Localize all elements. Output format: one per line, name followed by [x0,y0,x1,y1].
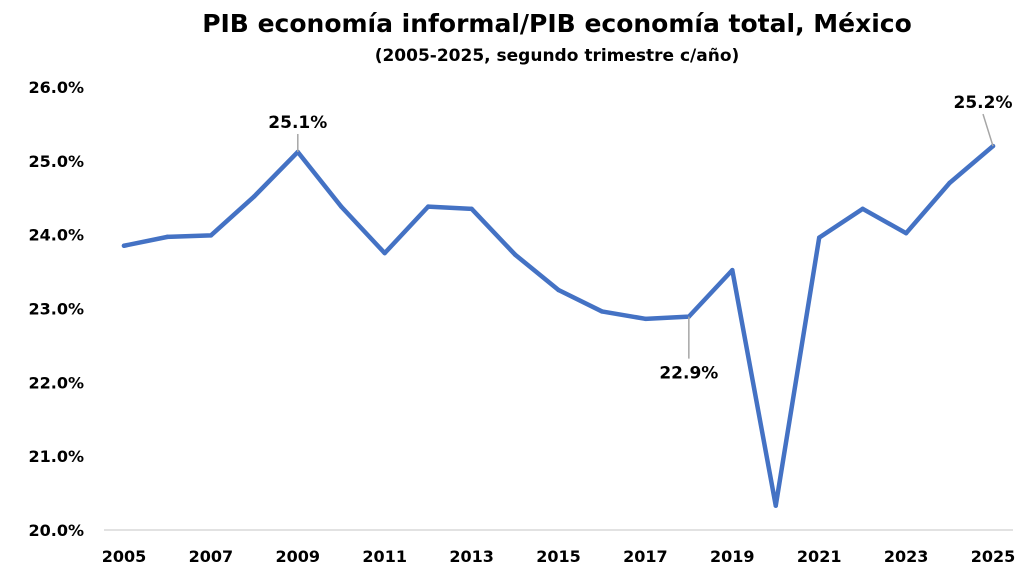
data-point [643,316,648,322]
series-line [121,143,996,508]
data-point [208,233,214,238]
data-point [730,267,735,273]
data-point [817,235,822,240]
y-axis: 20.0% 21.0% 22.0% 23.0% 24.0% 25.0% 26.0% [28,78,84,540]
data-point [121,243,127,248]
x-axis: 2005 2007 2009 2011 2013 2015 2017 2019 2021 2023… [102,529,1016,566]
x-tick-label: 2011 [362,547,407,566]
data-point [903,230,909,236]
y-tick-label: 20.0% [28,521,84,540]
y-tick-label: 23.0% [28,300,84,319]
x-tick-label: 2007 [189,547,234,566]
data-point [252,194,257,199]
x-tick-label: 2013 [449,547,494,566]
y-tick-label: 22.0% [28,373,84,392]
x-tick-label: 2017 [623,547,668,566]
data-label: 22.9% [659,364,718,384]
chart-title: PIB economía informal/PIB economía total… [202,9,912,38]
x-tick-label: 2025 [971,547,1016,566]
data-label: 25.2% [954,93,1013,113]
data-point [339,204,344,209]
data-label: 25.1% [268,113,327,133]
x-tick-label: 2015 [536,547,581,566]
chart-subtitle: (2005-2025, segundo trimestre c/año) [375,46,740,66]
x-tick-label: 2021 [797,547,842,566]
data-point [860,206,865,212]
x-tick-label: 2009 [276,547,321,566]
data-point [382,250,387,256]
data-point [686,314,692,319]
data-point [425,204,431,209]
x-tick-label: 2023 [884,547,929,566]
data-point [469,206,474,212]
y-tick-label: 21.0% [28,447,84,466]
y-tick-label: 25.0% [28,152,84,171]
data-point [773,503,778,508]
data-point [947,180,952,186]
data-point [165,234,170,240]
data-point [599,309,605,314]
y-tick-label: 26.0% [28,78,84,97]
data-labels: 25.1% 22.9% 25.2% [268,93,1012,384]
x-tick-label: 2019 [710,547,755,566]
data-point [556,287,561,293]
data-label-leader [982,113,994,147]
y-tick-label: 24.0% [28,226,84,245]
x-tick-label: 2005 [102,547,147,566]
data-point [512,252,518,257]
plot-area [121,143,996,508]
